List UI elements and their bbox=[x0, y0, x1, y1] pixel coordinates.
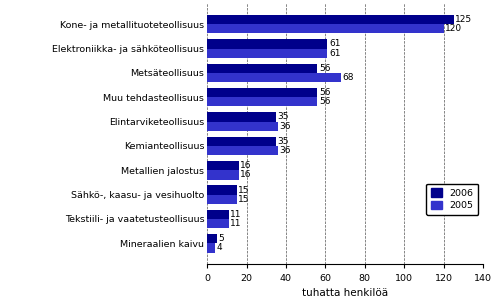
Text: 61: 61 bbox=[329, 49, 341, 58]
Bar bbox=[207, 146, 278, 155]
Bar bbox=[207, 161, 239, 170]
Text: 11: 11 bbox=[230, 210, 242, 219]
Text: 4: 4 bbox=[216, 244, 222, 252]
Bar bbox=[207, 24, 444, 33]
Bar bbox=[207, 243, 215, 253]
Text: 36: 36 bbox=[280, 122, 291, 131]
Bar bbox=[207, 73, 341, 82]
Text: 68: 68 bbox=[343, 73, 354, 82]
Text: 120: 120 bbox=[445, 24, 462, 33]
Text: 15: 15 bbox=[238, 185, 250, 195]
Bar bbox=[207, 88, 317, 97]
Bar bbox=[207, 49, 327, 58]
Text: 16: 16 bbox=[240, 171, 252, 179]
Bar bbox=[207, 122, 278, 131]
Bar bbox=[207, 137, 276, 146]
Text: 35: 35 bbox=[278, 137, 289, 146]
Bar bbox=[207, 185, 237, 195]
X-axis label: tuhatta henkilöä: tuhatta henkilöä bbox=[302, 288, 388, 298]
Bar bbox=[207, 39, 327, 49]
Bar bbox=[207, 210, 229, 219]
Bar bbox=[207, 170, 239, 180]
Text: 61: 61 bbox=[329, 40, 341, 48]
Text: 5: 5 bbox=[218, 234, 224, 243]
Bar bbox=[207, 112, 276, 122]
Bar bbox=[207, 219, 229, 228]
Legend: 2006, 2005: 2006, 2005 bbox=[426, 184, 478, 215]
Bar bbox=[207, 234, 217, 243]
Text: 35: 35 bbox=[278, 112, 289, 122]
Text: 15: 15 bbox=[238, 195, 250, 204]
Bar bbox=[207, 97, 317, 106]
Bar bbox=[207, 64, 317, 73]
Bar bbox=[207, 15, 454, 24]
Bar bbox=[207, 195, 237, 204]
Text: 125: 125 bbox=[455, 15, 472, 24]
Text: 16: 16 bbox=[240, 161, 252, 170]
Text: 36: 36 bbox=[280, 146, 291, 155]
Text: 56: 56 bbox=[319, 64, 331, 73]
Text: 56: 56 bbox=[319, 88, 331, 97]
Text: 11: 11 bbox=[230, 219, 242, 228]
Text: 56: 56 bbox=[319, 97, 331, 106]
